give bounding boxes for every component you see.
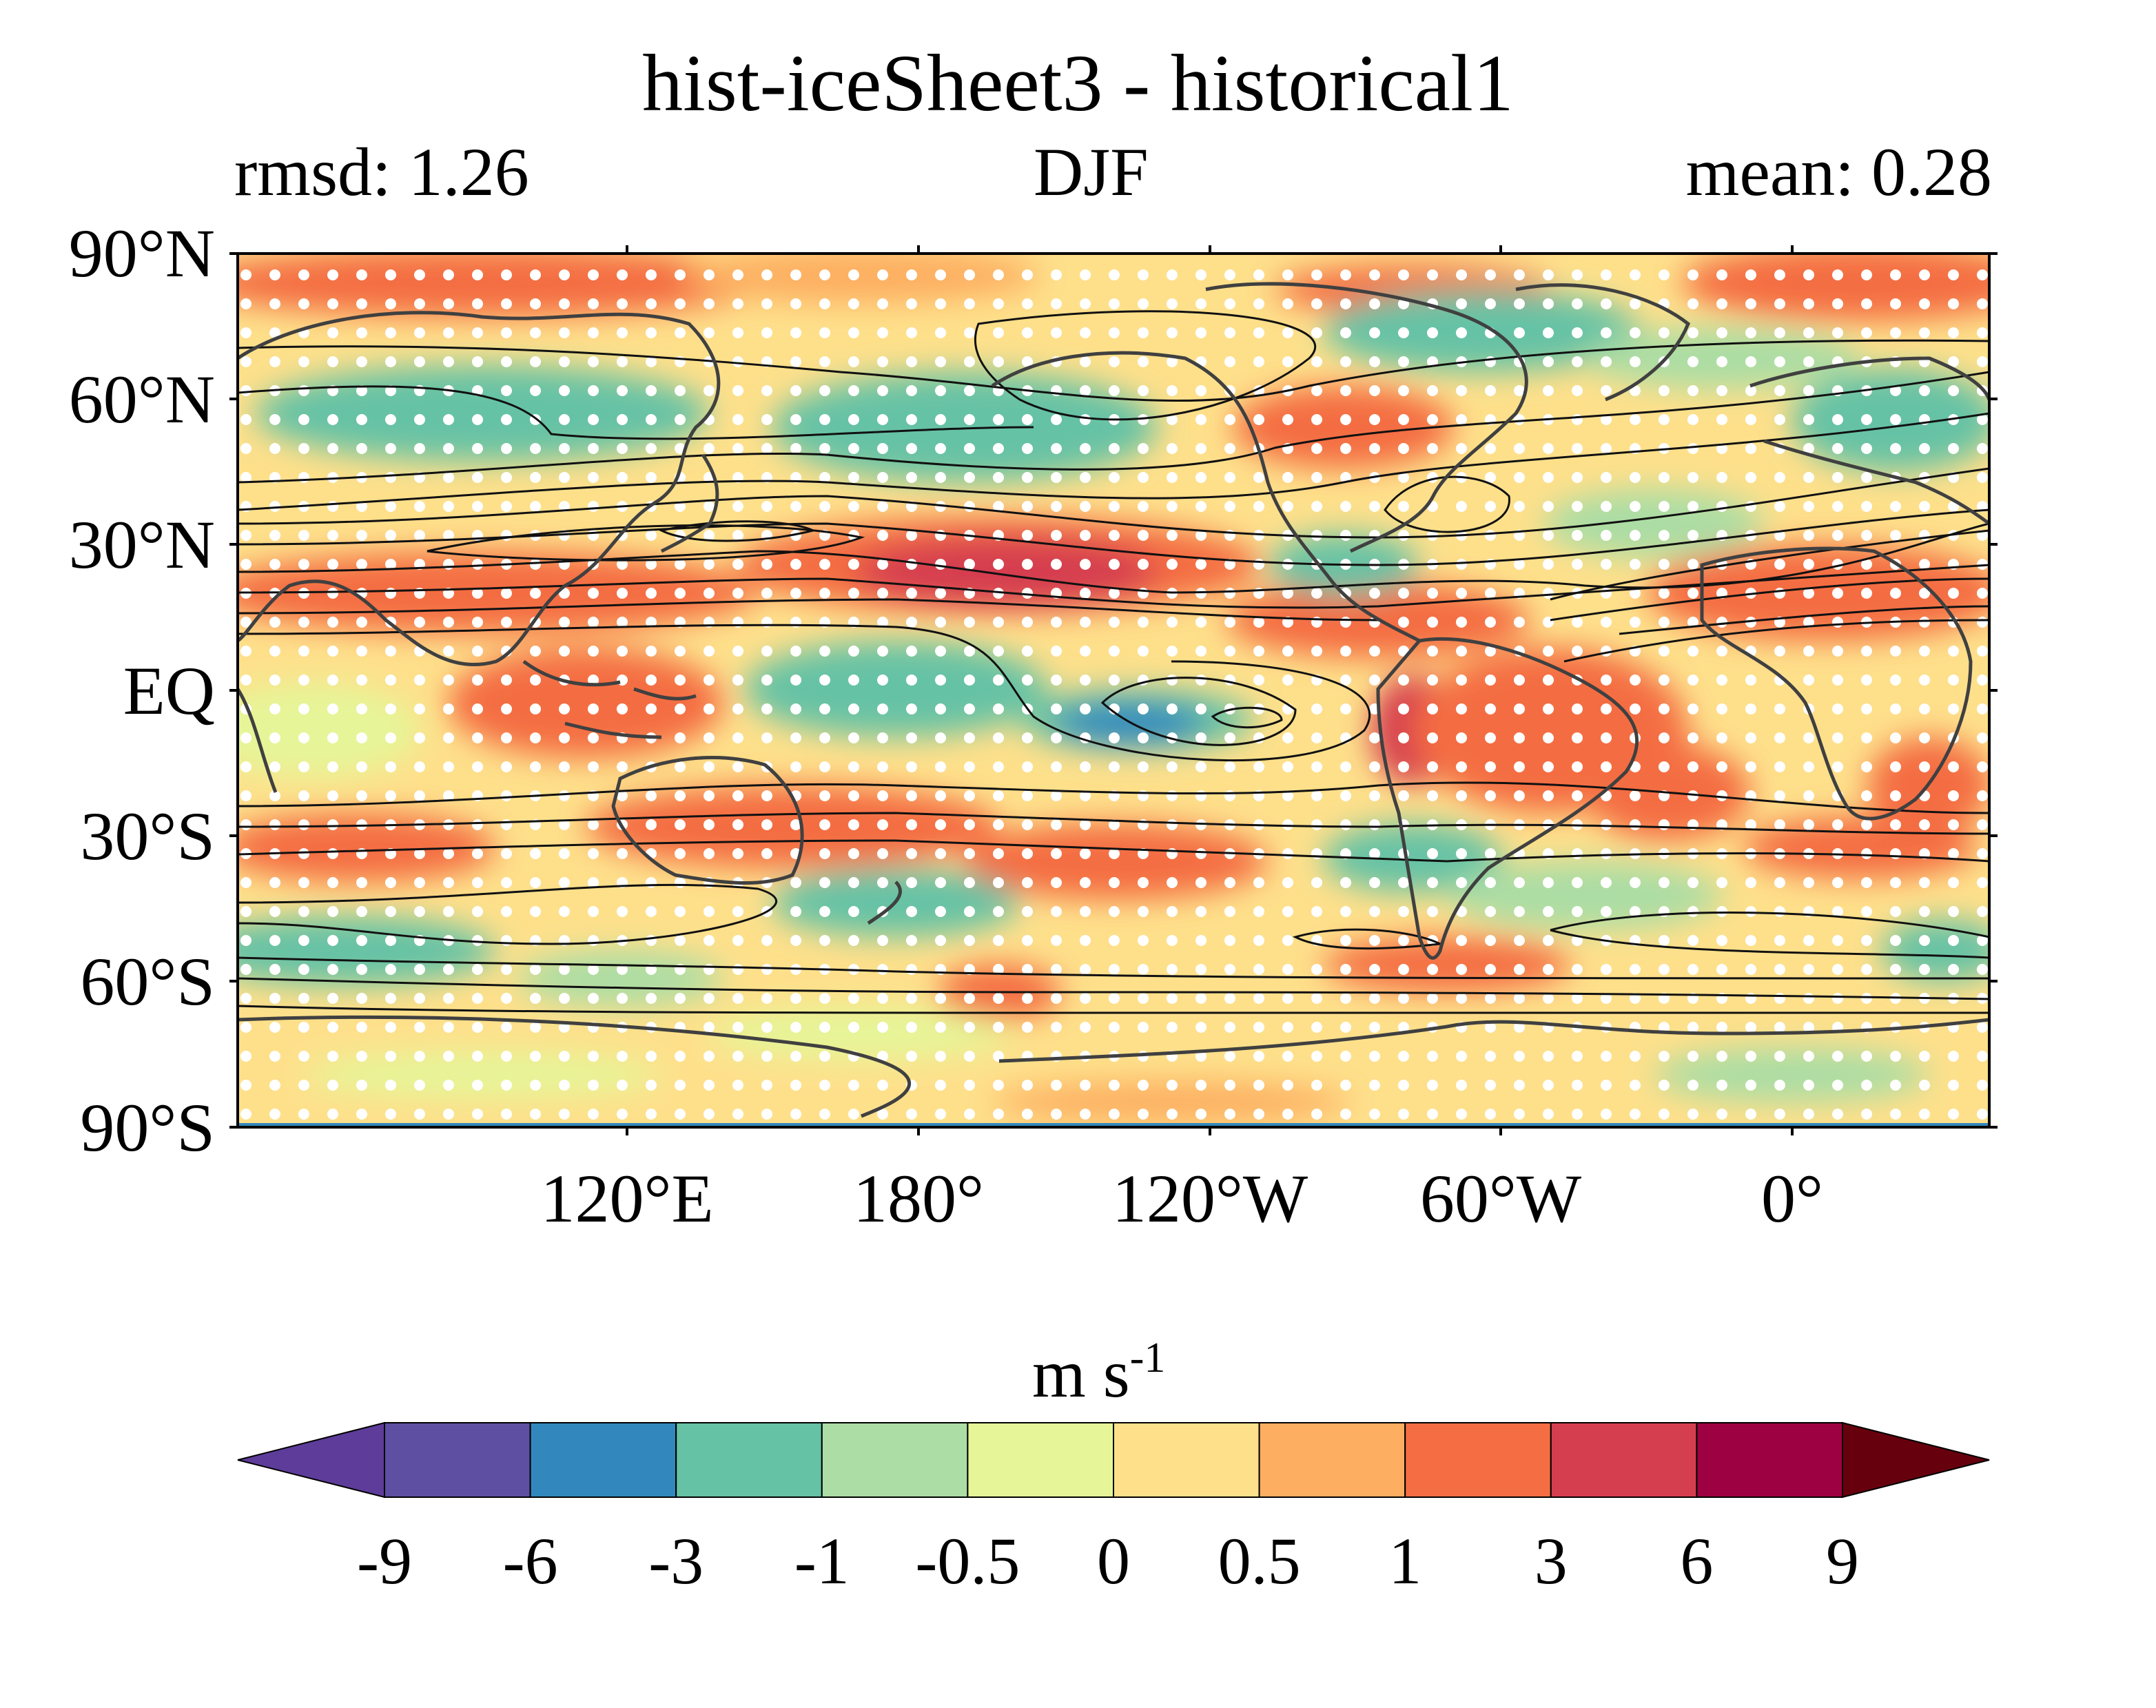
colorbar-segment xyxy=(1258,1422,1406,1498)
lat-label-30n: 30°N xyxy=(68,506,215,583)
colorbar-tick-label: -0.5 xyxy=(915,1524,1020,1598)
colorbar-segment xyxy=(1404,1422,1552,1498)
lon-label-60w: 60°W xyxy=(1419,1160,1582,1237)
axis-ticks xyxy=(229,245,1998,1135)
colorbar-segment xyxy=(1113,1422,1260,1498)
colorbar-tick-label: 0 xyxy=(1097,1524,1130,1598)
colorbar-extend-high xyxy=(1842,1421,1990,1499)
colorbar-segment xyxy=(675,1422,823,1498)
season-label: DJF xyxy=(1034,134,1149,210)
colorbar-tick-label: 6 xyxy=(1680,1524,1714,1598)
colorbar-tick-label: -6 xyxy=(502,1524,558,1598)
lat-label-90s: 90°S xyxy=(80,1089,215,1166)
climatology-contours xyxy=(238,310,1989,1014)
map-title: hist-iceSheet3 - historical1 xyxy=(642,38,1514,128)
colorbar-tick-label: -9 xyxy=(357,1524,412,1598)
colorbar-segment xyxy=(967,1422,1115,1498)
map-field xyxy=(238,254,1989,1127)
unit-base: m s xyxy=(1032,1335,1130,1412)
lon-label-0: 0° xyxy=(1761,1160,1823,1237)
colorbar-tick-label: 1 xyxy=(1388,1524,1422,1598)
lat-label-90n: 90°N xyxy=(68,215,215,291)
colorbar-segment xyxy=(1696,1422,1843,1498)
colorbar-segment xyxy=(1550,1422,1698,1498)
colorbar-segment xyxy=(529,1422,677,1498)
unit-exponent: -1 xyxy=(1129,1335,1166,1381)
colorbar-tick-label: -3 xyxy=(648,1524,704,1598)
lat-label-60s: 60°S xyxy=(80,943,215,1020)
lat-label-30s: 30°S xyxy=(80,798,215,874)
colorbar-unit: m s-1 xyxy=(1032,1337,1165,1408)
colorbar-tick-label: 3 xyxy=(1534,1524,1568,1598)
colorbar xyxy=(237,1421,1990,1499)
lat-label-eq: EQ xyxy=(123,652,215,729)
colorbar-tick-label: -1 xyxy=(794,1524,850,1598)
colorbar-tick-label: 0.5 xyxy=(1218,1524,1301,1598)
mean-label: mean: 0.28 xyxy=(1685,134,1992,210)
colorbar-segment xyxy=(821,1422,969,1498)
colorbar-extend-low xyxy=(237,1421,385,1499)
lat-label-60n: 60°N xyxy=(68,361,215,438)
lon-label-120w: 120°W xyxy=(1111,1160,1308,1237)
rmsd-label: rmsd: 1.26 xyxy=(234,134,529,210)
lon-label-180: 180° xyxy=(853,1160,984,1237)
colorbar-tick-label: 9 xyxy=(1826,1524,1859,1598)
coastlines xyxy=(238,282,1989,1118)
colorbar-segment xyxy=(384,1422,531,1498)
lon-label-120e: 120°E xyxy=(540,1160,714,1237)
